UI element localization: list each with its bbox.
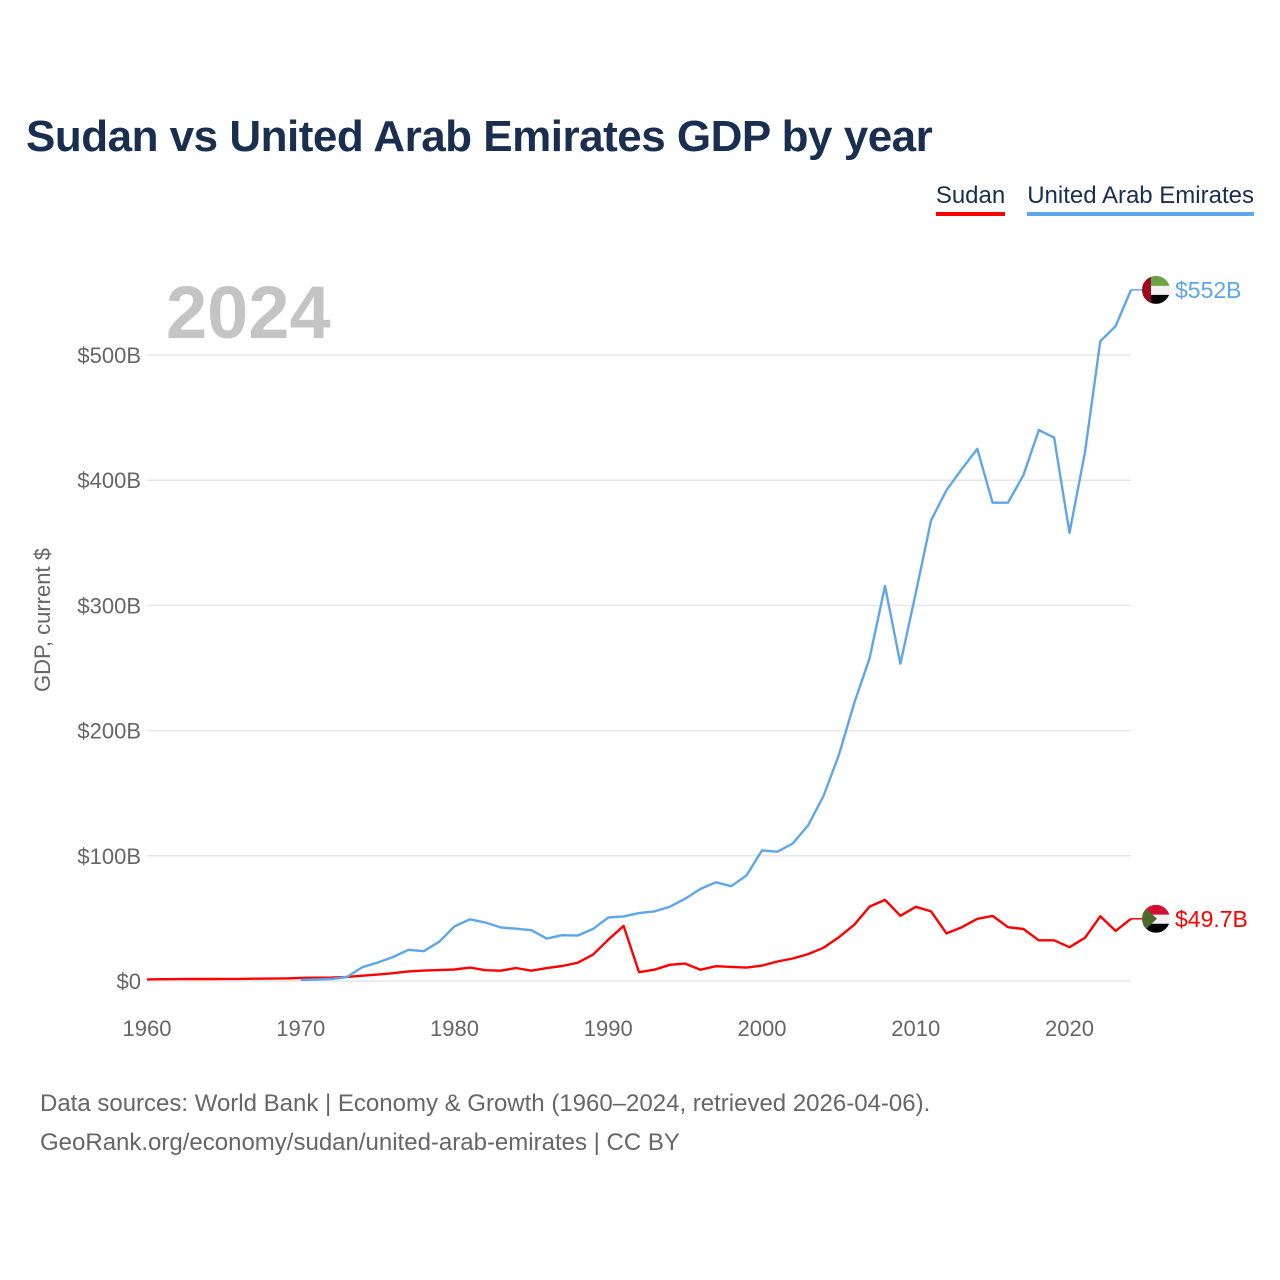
source-link[interactable]: GeoRank.org/economy/sudan/united-arab-em… [40, 1129, 680, 1156]
x-tick-label: 2020 [1045, 1016, 1094, 1041]
chart-title: Sudan vs United Arab Emirates GDP by yea… [26, 112, 933, 161]
year-watermark: 2024 [166, 271, 331, 354]
x-tick-label: 2000 [738, 1016, 787, 1041]
legend: Sudan United Arab Emirates [935, 182, 1254, 216]
flag-body [1142, 275, 1170, 304]
y-tick-label: $200B [77, 719, 141, 744]
flag-stripe [1142, 285, 1170, 295]
x-tick-label: 1980 [430, 1016, 479, 1041]
y-tick-label: $500B [77, 343, 141, 368]
legend-item-sudan[interactable]: Sudan [935, 182, 1006, 216]
flag-stripe [1142, 294, 1170, 304]
flag-stripe [1142, 275, 1170, 286]
x-tick-label: 1960 [123, 1016, 172, 1041]
flag-triangle [1142, 904, 1157, 933]
footer: Data sources: World Bank | Economy & Gro… [40, 1084, 930, 1162]
y-tick-label: $0 [117, 969, 141, 994]
data-sources-text: Data sources: World Bank | Economy & Gro… [40, 1090, 931, 1117]
y-tick-label: $100B [77, 844, 141, 869]
y-tick-label: $400B [77, 468, 141, 493]
end-value-label: $49.7B [1175, 906, 1248, 932]
x-tick-label: 1970 [276, 1016, 325, 1041]
flag-stripe [1142, 923, 1170, 933]
end-value-label: $552B [1175, 277, 1242, 303]
x-tick-label: 2010 [891, 1016, 940, 1041]
x-tick-label: 1990 [584, 1016, 633, 1041]
flag-stripe [1142, 904, 1170, 915]
uae-flag-icon [1142, 275, 1170, 304]
sudan-flag-icon [1142, 904, 1170, 933]
flag-body [1142, 904, 1170, 933]
y-axis-label: GDP, current $ [30, 548, 55, 692]
y-tick-label: $300B [77, 593, 141, 618]
series-line-sudan [146, 898, 1132, 981]
series-line-uae [300, 289, 1133, 982]
legend-item-uae[interactable]: United Arab Emirates [1027, 182, 1254, 216]
flag-stripe [1142, 275, 1151, 304]
